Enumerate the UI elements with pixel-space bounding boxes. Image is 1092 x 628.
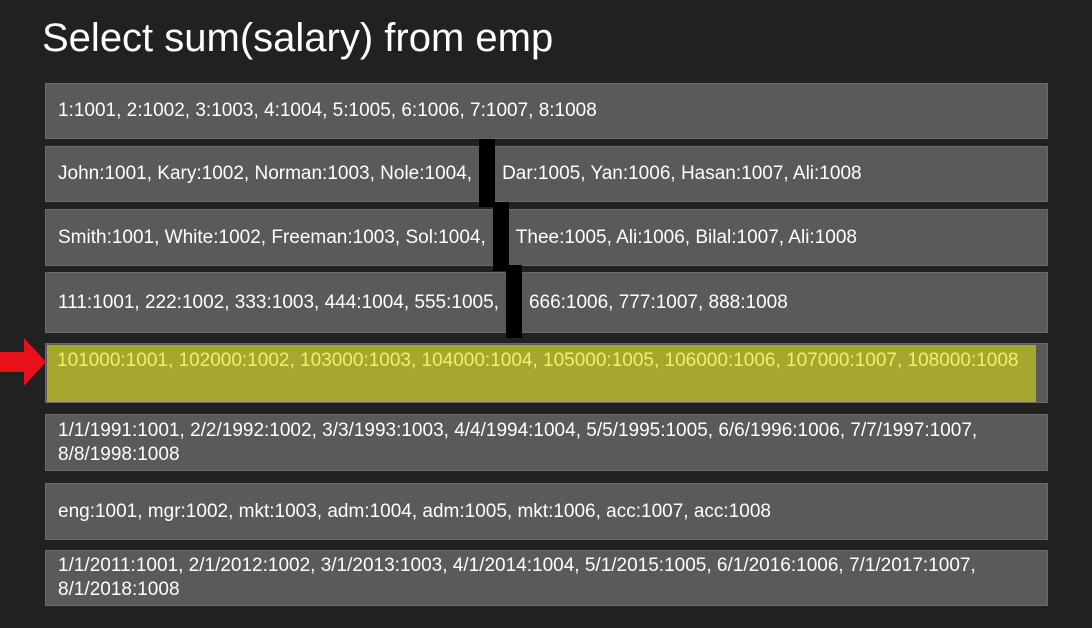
separator <box>479 139 496 207</box>
row: 1:1001, 2:1002, 3:1003, 4:1004, 5:1005, … <box>45 83 1048 139</box>
separator <box>492 202 509 271</box>
row-text: Smith:1001, White:1002, Freeman:1003, So… <box>58 226 486 248</box>
separator <box>505 265 522 338</box>
highlighted-row: 101000:1001, 102000:1002, 103000:1003, 1… <box>47 345 1036 402</box>
row-text: 111:1001, 222:1002, 333:1003, 444:1004, … <box>58 291 499 313</box>
row-text: Thee:1005, Ali:1006, Bilal:1007, Ali:100… <box>515 226 857 248</box>
row-text: 1:1001, 2:1002, 3:1003, 4:1004, 5:1005, … <box>58 100 597 121</box>
arrow <box>0 338 46 386</box>
row: 1/1/1991:1001, 2/2/1992:1002, 3/3/1993:1… <box>45 414 1048 471</box>
row: 111:1001, 222:1002, 333:1003, 444:1004, … <box>45 265 1048 338</box>
row-text: 1/1/1991:1001, 2/2/1992:1002, 3/3/1993:1… <box>58 419 978 465</box>
row: John:1001, Kary:1002, Norman:1003, Nole:… <box>45 139 1048 207</box>
row: eng:1001, mgr:1002, mkt:1003, adm:1004, … <box>45 483 1048 540</box>
row-text: 101000:1001, 102000:1002, 103000:1003, 1… <box>57 350 1019 371</box>
row: Smith:1001, White:1002, Freeman:1003, So… <box>45 202 1048 271</box>
row-text: 666:1006, 777:1007, 888:1008 <box>528 291 788 313</box>
row-text: Dar:1005, Yan:1006, Hasan:1007, Ali:1008 <box>502 163 862 184</box>
row-text: eng:1001, mgr:1002, mkt:1003, adm:1004, … <box>58 500 771 522</box>
title: Select sum(salary) from emp <box>42 16 554 60</box>
row-text: 1/1/2011:1001, 2/1/2012:1002, 3/1/2013:1… <box>58 555 976 600</box>
row-text: John:1001, Kary:1002, Norman:1003, Nole:… <box>58 163 473 184</box>
row: 1/1/2011:1001, 2/1/2012:1002, 3/1/2013:1… <box>45 550 1048 606</box>
